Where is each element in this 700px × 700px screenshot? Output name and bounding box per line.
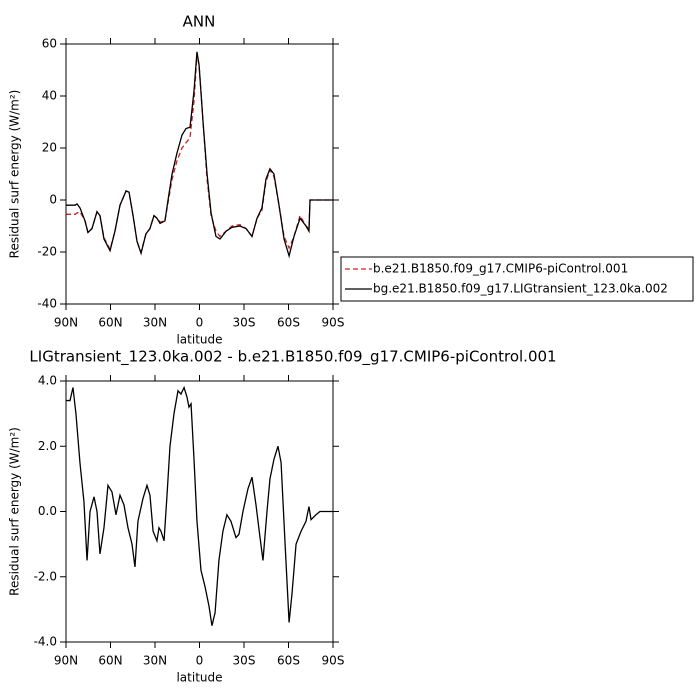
y-axis-label: Residual surf energy (W/m²) — [8, 90, 22, 259]
chart-title: ANN — [183, 13, 216, 31]
y-tick-label: 0.0 — [38, 504, 57, 518]
y-tick-label: -20 — [37, 245, 57, 259]
x-tick-label: 90N — [54, 654, 78, 668]
y-tick-label: 40 — [42, 89, 57, 103]
y-tick-label: 60 — [42, 37, 57, 51]
x-axis-label: latitude — [176, 671, 222, 685]
plot-frame — [65, 380, 334, 643]
y-tick-label: 0 — [49, 193, 57, 207]
x-tick-label: 0 — [196, 654, 204, 668]
y-tick-label: -40 — [37, 297, 57, 311]
x-tick-label: 90N — [54, 316, 78, 330]
legend-box — [340, 256, 694, 302]
y-tick-label: 2.0 — [38, 439, 57, 453]
x-tick-label: 90S — [322, 654, 345, 668]
x-tick-label: 30S — [233, 316, 256, 330]
x-tick-label: 30N — [143, 654, 167, 668]
x-tick-label: 60N — [98, 316, 122, 330]
plot-frame — [65, 43, 334, 305]
x-tick-label: 0 — [196, 316, 204, 330]
x-tick-label: 30S — [233, 654, 256, 668]
x-tick-label: 90S — [322, 316, 345, 330]
legend-label: b.e21.B1850.f09_g17.CMIP6-piControl.001 — [373, 262, 628, 276]
y-tick-label: 4.0 — [38, 374, 57, 388]
x-tick-label: 60S — [277, 654, 300, 668]
chart-title: LIGtransient_123.0ka.002 - b.e21.B1850.f… — [29, 348, 556, 367]
legend-label: bg.e21.B1850.f09_g17.LIGtransient_123.0k… — [373, 282, 668, 296]
x-tick-label: 60S — [277, 316, 300, 330]
data-line — [66, 51, 333, 259]
x-tick-label: 60N — [98, 654, 122, 668]
x-axis-label: latitude — [176, 333, 222, 347]
y-axis-label: Residual surf energy (W/m²) — [8, 427, 22, 596]
data-line — [66, 385, 333, 626]
y-tick-label: 20 — [42, 141, 57, 155]
x-tick-label: 30N — [143, 316, 167, 330]
y-tick-label: -2.0 — [34, 569, 57, 583]
data-line — [66, 54, 333, 255]
y-tick-label: -4.0 — [34, 635, 57, 649]
